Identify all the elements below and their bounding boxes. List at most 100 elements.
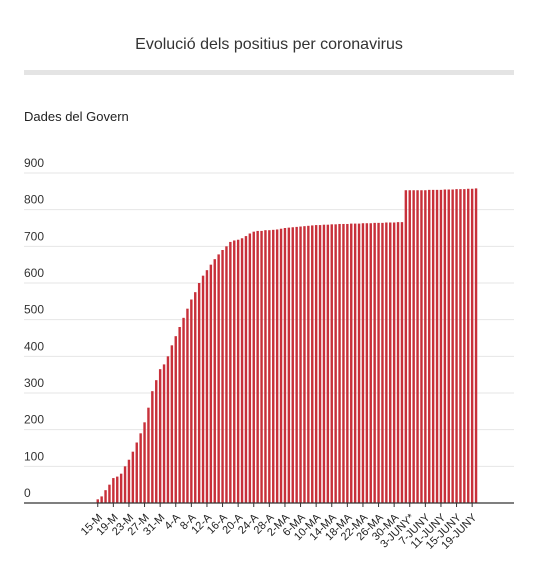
bar bbox=[248, 233, 252, 503]
y-tick-label: 600 bbox=[24, 266, 44, 280]
bar bbox=[314, 225, 318, 503]
bar bbox=[217, 254, 220, 503]
bar bbox=[307, 225, 310, 504]
bar bbox=[127, 459, 131, 503]
bar bbox=[463, 189, 466, 503]
bar bbox=[147, 407, 150, 503]
bar bbox=[357, 223, 361, 503]
bar bbox=[459, 189, 462, 503]
bar bbox=[451, 189, 454, 503]
bar bbox=[252, 231, 255, 504]
y-axis-tick-labels: 0 100 200 300 400 500 600 700 800 900 bbox=[24, 156, 44, 500]
bars bbox=[96, 188, 478, 504]
y-tick-label: 400 bbox=[24, 339, 44, 353]
bar bbox=[342, 223, 345, 503]
y-tick-label: 900 bbox=[24, 156, 44, 170]
bar bbox=[104, 490, 107, 503]
bar bbox=[162, 364, 166, 503]
bar bbox=[416, 190, 419, 504]
bar bbox=[170, 345, 174, 503]
bar bbox=[455, 189, 458, 503]
y-tick-label: 700 bbox=[24, 229, 44, 243]
bar bbox=[240, 238, 244, 503]
bar bbox=[272, 229, 275, 503]
y-tick-label: 500 bbox=[24, 303, 44, 317]
bar bbox=[279, 228, 283, 504]
bar bbox=[381, 222, 384, 503]
bar bbox=[123, 466, 127, 503]
bar bbox=[470, 188, 474, 503]
bar bbox=[318, 225, 322, 503]
bar bbox=[275, 229, 279, 503]
bar bbox=[178, 327, 181, 503]
bar bbox=[201, 275, 205, 503]
bar bbox=[100, 496, 103, 503]
bar bbox=[139, 433, 142, 503]
bar bbox=[396, 222, 400, 503]
bar bbox=[116, 476, 119, 503]
bar bbox=[158, 369, 162, 503]
bar bbox=[135, 442, 138, 503]
bar bbox=[268, 230, 271, 503]
bar bbox=[233, 240, 236, 503]
bar bbox=[408, 190, 411, 504]
bar bbox=[338, 223, 341, 503]
bar bbox=[229, 241, 232, 503]
bar bbox=[209, 264, 213, 503]
bar bbox=[392, 222, 396, 503]
bar bbox=[244, 236, 248, 503]
bar bbox=[295, 226, 298, 503]
bar bbox=[443, 189, 447, 503]
bar bbox=[225, 246, 228, 503]
bar bbox=[213, 259, 216, 503]
bar bbox=[256, 230, 259, 503]
bar bbox=[435, 189, 439, 503]
bar bbox=[404, 190, 408, 504]
bar bbox=[439, 189, 443, 503]
bar bbox=[174, 336, 177, 503]
x-axis-tick-labels: 15-M19-M23-M27-M31-M4-A8-A12-A16-A20-A24… bbox=[79, 503, 480, 552]
bar bbox=[431, 189, 435, 503]
bar bbox=[131, 451, 135, 503]
bar bbox=[311, 225, 314, 503]
bar bbox=[330, 224, 333, 503]
bar bbox=[474, 188, 478, 503]
bar bbox=[361, 223, 365, 504]
bar bbox=[143, 422, 146, 503]
chart-subtitle: Dades del Govern bbox=[24, 109, 129, 124]
bar bbox=[428, 189, 431, 503]
bar bbox=[205, 270, 209, 503]
bar bbox=[326, 224, 330, 503]
bar bbox=[108, 484, 111, 503]
bar bbox=[283, 228, 287, 503]
bar bbox=[303, 226, 306, 504]
bar bbox=[194, 292, 197, 503]
bar bbox=[424, 190, 427, 504]
bar bbox=[166, 356, 170, 503]
bar bbox=[385, 222, 388, 503]
bar bbox=[346, 223, 349, 503]
bar bbox=[373, 222, 376, 503]
bar bbox=[236, 239, 240, 504]
y-tick-label: 200 bbox=[24, 413, 44, 427]
bar bbox=[365, 223, 369, 504]
y-tick-label: 300 bbox=[24, 376, 44, 390]
y-tick-label: 0 bbox=[24, 486, 31, 500]
bar bbox=[353, 223, 357, 503]
bar bbox=[299, 226, 302, 503]
bar bbox=[112, 478, 115, 503]
bar bbox=[389, 222, 392, 503]
bar bbox=[322, 224, 326, 503]
bar bbox=[155, 380, 158, 503]
bar bbox=[420, 190, 423, 504]
bar bbox=[190, 299, 193, 503]
bar bbox=[182, 317, 185, 503]
bar bbox=[334, 224, 337, 503]
bar bbox=[260, 230, 263, 503]
bar bbox=[350, 223, 353, 503]
bar bbox=[447, 189, 450, 503]
bar bbox=[151, 391, 154, 503]
bar bbox=[221, 250, 224, 503]
bar bbox=[377, 222, 380, 503]
